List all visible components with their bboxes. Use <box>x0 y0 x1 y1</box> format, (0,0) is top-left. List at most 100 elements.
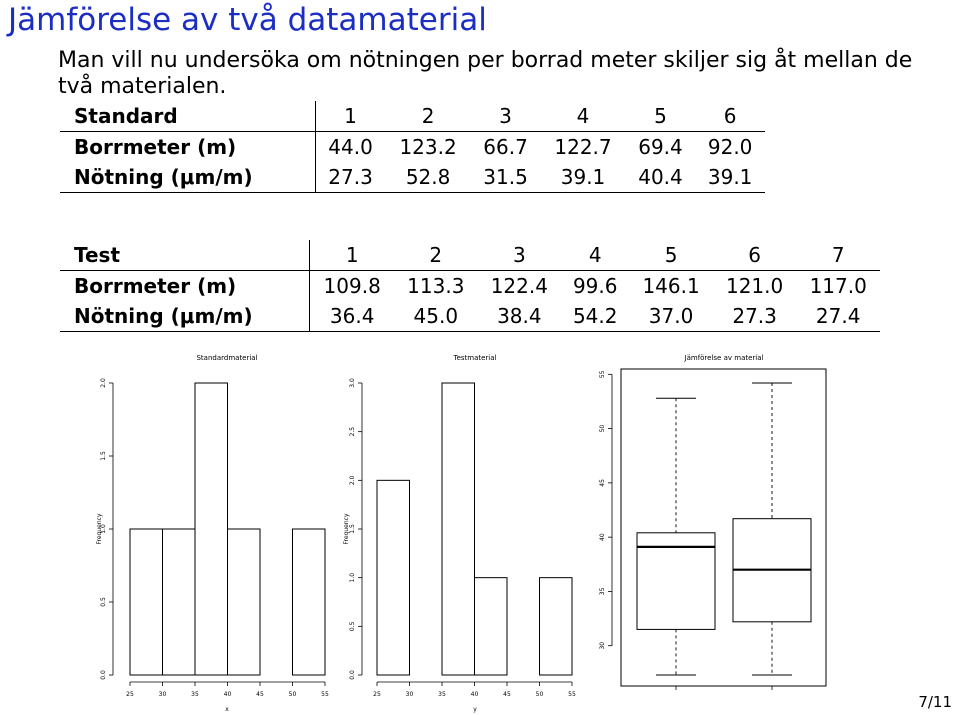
histogram-bar <box>227 528 261 676</box>
table-cell: 113.3 <box>407 274 465 298</box>
x-tick-label: 40 <box>224 691 232 698</box>
y-tick-label: 35 <box>599 587 606 595</box>
column-header: 5 <box>629 240 713 271</box>
y-tick-label: 0.5 <box>349 621 356 631</box>
charts-panel: Standardmaterial 25 30 35 40 45 50 55 x 0.0 0.5 1.0… <box>96 354 827 713</box>
y-tick-label: 30 <box>599 642 606 650</box>
table-cell: 27.3 <box>712 301 797 332</box>
x-tick-label: 25 <box>126 691 134 698</box>
x-tick-label: 30 <box>406 691 414 698</box>
table-cell: 45.0 <box>394 301 478 332</box>
x-tick-label: 40 <box>471 691 479 698</box>
intro-text: Man vill nu undersöka om nötningen per b… <box>58 48 913 99</box>
table-cell: 117.0 <box>809 274 867 298</box>
y-tick-label: 1.5 <box>349 524 356 534</box>
table-cell: 146.1 <box>642 274 700 298</box>
table-row: Borrmeter (m) 44.0 123.2 66.7 122.7 69.4… <box>60 131 765 162</box>
column-header: 2 <box>385 101 471 132</box>
x-tick-label: 50 <box>536 691 544 698</box>
table-cell: 38.4 <box>477 301 562 332</box>
standard-table: Standard 1 2 3 4 5 6 Borrmeter (m) 44.0 … <box>60 101 765 193</box>
y-tick-label: 1.0 <box>100 524 107 534</box>
table-cell: 122.4 <box>490 274 548 298</box>
table-cell: 52.8 <box>385 162 471 193</box>
table-cell: 123.2 <box>399 135 457 159</box>
column-header: 7 <box>796 240 880 271</box>
column-header: 3 <box>470 101 541 132</box>
histogram-bar <box>129 528 163 676</box>
y-axis-label: Frequency <box>96 513 103 544</box>
histogram-bar <box>194 382 228 676</box>
x-tick-label: 35 <box>438 691 446 698</box>
x-tick-label: 25 <box>373 691 381 698</box>
table-cell: 69.4 <box>638 135 683 159</box>
table-cell: 27.3 <box>315 162 386 193</box>
table-cell: 99.6 <box>572 274 618 298</box>
column-header: 4 <box>540 101 626 132</box>
histogram-bar <box>539 577 573 676</box>
table-cell: 109.8 <box>323 274 381 298</box>
histogram-bar <box>292 528 326 676</box>
x-axis-label: x <box>225 706 229 713</box>
test-header-label: Test <box>60 240 311 271</box>
chart-title: Jämförelse av material <box>684 354 764 362</box>
column-header: 6 <box>712 240 797 271</box>
y-tick-label: 0.5 <box>100 597 107 607</box>
table-cell: 121.0 <box>725 274 784 298</box>
table-row: Nötning (μm/m) 36.4 45.0 38.4 54.2 37.0 … <box>60 301 880 332</box>
page-number: 7/11 <box>918 693 952 711</box>
column-header: 5 <box>625 101 696 132</box>
histogram-bar <box>474 577 508 676</box>
chart-title: Standardmaterial <box>196 354 257 362</box>
row-label: Borrmeter (m) <box>60 131 316 162</box>
plot-frame <box>620 368 827 687</box>
y-tick-label: 0.0 <box>349 670 356 680</box>
test-header-row: Test 1 2 3 4 5 6 7 <box>60 240 880 271</box>
table-row: Nötning (μm/m) 27.3 52.8 31.5 39.1 40.4 … <box>60 162 765 193</box>
box-iqr <box>636 532 716 630</box>
table-cell: 54.2 <box>561 301 630 332</box>
row-label: Nötning (μm/m) <box>60 301 311 332</box>
column-header: 4 <box>561 240 630 271</box>
table-cell: 92.0 <box>707 135 753 159</box>
y-tick-label: 2.0 <box>100 378 107 388</box>
x-tick-label: 45 <box>256 691 264 698</box>
page-title: Jämförelse av två datamaterial <box>8 2 487 38</box>
y-tick-label: 45 <box>599 479 606 487</box>
column-header: 3 <box>477 240 562 271</box>
table-cell: 39.1 <box>540 162 626 193</box>
table-cell: 40.4 <box>625 162 696 193</box>
y-tick-label: 3.0 <box>349 378 356 388</box>
x-tick-label: 30 <box>159 691 167 698</box>
x-tick-label: 45 <box>503 691 511 698</box>
column-header: 2 <box>394 240 478 271</box>
chart-title: Testmaterial <box>452 354 496 362</box>
x-tick-label: 50 <box>289 691 297 698</box>
y-tick-label: 2.5 <box>349 427 356 437</box>
table-cell: 122.7 <box>554 135 612 159</box>
x-axis-label: y <box>473 706 477 713</box>
table-cell: 27.4 <box>796 301 880 332</box>
table-cell: 39.1 <box>695 162 765 193</box>
y-tick-label: 40 <box>599 533 606 541</box>
column-header: 6 <box>695 101 765 132</box>
table-cell: 44.0 <box>328 135 373 159</box>
x-tick-label: 55 <box>321 691 329 698</box>
column-header: 1 <box>315 101 386 132</box>
y-tick-label: 50 <box>599 425 606 433</box>
table-cell: 31.5 <box>470 162 541 193</box>
histogram-bar <box>441 382 475 676</box>
y-tick-label: 1.0 <box>349 573 356 583</box>
y-tick-label: 1.5 <box>100 451 107 461</box>
histogram-bar <box>376 479 410 676</box>
y-tick-label: 0.0 <box>100 670 107 680</box>
column-header: 1 <box>309 240 395 271</box>
y-tick-label: 2.0 <box>349 475 356 485</box>
y-tick-label: 55 <box>599 370 606 378</box>
table-cell: 37.0 <box>629 301 713 332</box>
table-cell: 36.4 <box>309 301 395 332</box>
row-label: Nötning (μm/m) <box>60 162 316 193</box>
table-row: Borrmeter (m) 109.8 113.3 122.4 99.6 146… <box>60 270 880 301</box>
standard-header-label: Standard <box>60 101 316 132</box>
x-tick-label: 55 <box>568 691 576 698</box>
